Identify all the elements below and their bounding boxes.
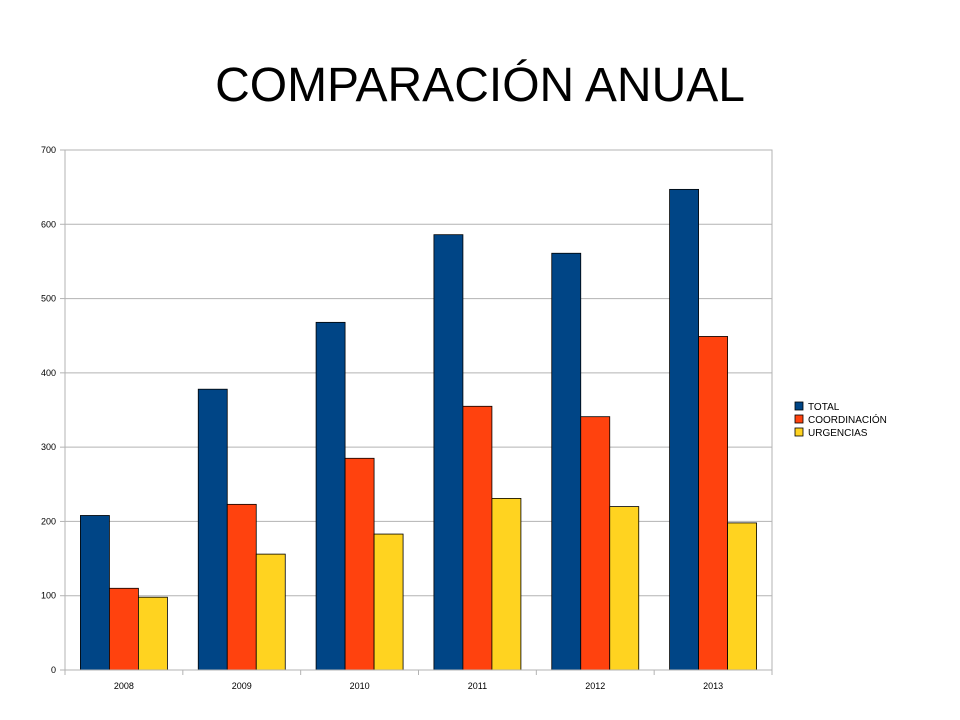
bar-total-2011 [433,234,464,671]
bar-urgencias-2013 [727,522,757,671]
bar-coordinación-2012 [580,416,611,671]
bar-coordinación-2008 [109,587,139,671]
y-tick-label: 0 [51,665,56,675]
bar-total-2008 [80,515,110,671]
y-tick-label: 400 [41,368,56,378]
y-axis-ticks: 0 100 200 300 400 500 600 700 [41,145,65,675]
legend-swatch-coordinación [794,414,804,424]
x-tick-label: 2009 [232,681,252,691]
legend-swatch-urgencias [794,427,804,437]
legend-swatch-total [794,401,804,411]
bar-coordinación-2010 [344,457,375,671]
x-tick-label: 2013 [703,681,723,691]
plot-area [64,149,773,671]
x-tick-label: 2010 [350,681,370,691]
y-tick-label: 700 [41,145,56,155]
x-tick-label: 2012 [585,681,605,691]
y-tick-label: 600 [41,219,56,229]
bar-total-2012 [551,252,582,671]
legend-label: COORDINACIÓN [808,413,887,426]
bar-coordinación-2011 [462,405,493,671]
bar-coordinación-2013 [698,336,728,671]
bar-total-2009 [197,388,228,671]
bar-urgencias-2012 [609,506,640,671]
slide-title: COMPARACIÓN ANUAL [215,59,745,112]
legend-label: URGENCIAS [808,428,868,439]
bar-total-2010 [315,321,346,671]
x-axis-ticks: 2008 2009 2010 2011 2012 2013 [64,669,773,691]
bar-urgencias-2009 [255,553,286,671]
x-tick-label: 2008 [114,681,134,691]
x-tick-label: 2011 [468,681,487,691]
bar-total-2013 [669,188,699,671]
bar-urgencias-2011 [491,497,522,671]
bar-urgencias-2008 [138,596,168,671]
bars [80,188,757,671]
legend-label: TOTAL [808,402,840,413]
y-tick-label: 300 [41,442,56,452]
y-tick-label: 500 [41,294,56,304]
y-tick-label: 200 [41,516,56,526]
bar-coordinación-2009 [226,503,257,671]
y-tick-label: 100 [41,591,56,601]
bar-urgencias-2010 [373,533,404,671]
